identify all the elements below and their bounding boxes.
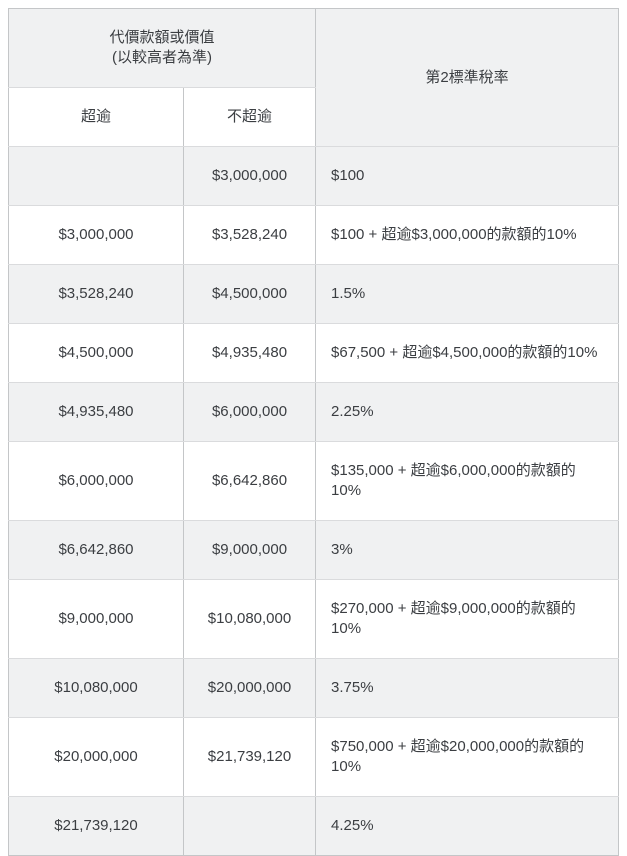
rate-cell: $750,000 + 超逾$20,000,000的款額的 10% bbox=[315, 717, 620, 797]
exceeds-amount-cell: $3,528,240 bbox=[8, 264, 184, 324]
table-row: $3,000,000 $3,528,240 $100 + 超逾$3,000,000的… bbox=[8, 205, 620, 265]
rate-cell: 2.25% bbox=[315, 382, 620, 442]
scale2-stamp-duty-rate-table: 代價款額或價值 (以較高者為準) 第2標準稅率 超逾 不超逾 $3,000,00… bbox=[7, 8, 620, 856]
consideration-header-cell: 代價款額或價值 (以較高者為準) bbox=[7, 8, 317, 88]
not-exceeds-amount-cell: $4,500,000 bbox=[182, 264, 317, 324]
consideration-title-line2: (以較高者為準) bbox=[112, 49, 212, 66]
table-row: $3,000,000 $100 bbox=[8, 146, 620, 206]
exceeds-amount-cell: $20,000,000 bbox=[8, 717, 184, 797]
exceeds-amount-cell: $21,739,120 bbox=[8, 796, 184, 856]
table-row: $10,080,000 $20,000,000 3.75% bbox=[8, 658, 620, 718]
not-exceeds-amount-cell: $3,000,000 bbox=[182, 146, 317, 206]
not-exceeds-amount-cell: $9,000,000 bbox=[182, 520, 317, 580]
table-row: $21,739,120 4.25% bbox=[8, 796, 620, 856]
exceeds-amount-cell: $4,935,480 bbox=[8, 382, 184, 442]
table-row: $3,528,240 $4,500,000 1.5% bbox=[8, 264, 620, 324]
not-exceeds-amount-cell: $20,000,000 bbox=[182, 658, 317, 718]
table-body: $3,000,000 $100 $3,000,000 $3,528,240 $100 +… bbox=[8, 146, 620, 856]
exceeds-header-cell: 超逾 bbox=[8, 87, 184, 147]
not-exceeds-amount-cell bbox=[182, 796, 317, 856]
rate-cell: 1.5% bbox=[315, 264, 620, 324]
rate-cell: $100 bbox=[315, 146, 620, 206]
table-row: $6,000,000 $6,642,860 $135,000 + 超逾$6,000,… bbox=[8, 441, 620, 521]
exceeds-amount-cell: $6,642,860 bbox=[8, 520, 184, 580]
rate-cell: $100 + 超逾$3,000,000的款額的10% bbox=[315, 205, 620, 265]
exceeds-amount-cell: $10,080,000 bbox=[8, 658, 184, 718]
not-exceeds-header-cell: 不超逾 bbox=[182, 87, 317, 147]
table-row: $6,642,860 $9,000,000 3% bbox=[8, 520, 620, 580]
not-exceeds-amount-cell: $6,000,000 bbox=[182, 382, 317, 442]
rate-cell: $270,000 + 超逾$9,000,000的款額的 10% bbox=[315, 579, 620, 659]
header-row-consideration: 代價款額或價值 (以較高者為準) 第2標準稅率 bbox=[7, 8, 620, 147]
rate-cell: 3% bbox=[315, 520, 620, 580]
exceeds-amount-cell: $6,000,000 bbox=[8, 441, 184, 521]
exceeds-amount-cell: $3,000,000 bbox=[8, 205, 184, 265]
table-header: 代價款額或價值 (以較高者為準) 第2標準稅率 超逾 不超逾 bbox=[7, 8, 620, 147]
not-exceeds-amount-cell: $21,739,120 bbox=[182, 717, 317, 797]
header-row-bounds: 超逾 不超逾 bbox=[8, 87, 619, 147]
rate-cell: $135,000 + 超逾$6,000,000的款額的 10% bbox=[315, 441, 620, 521]
not-exceeds-amount-cell: $10,080,000 bbox=[182, 579, 317, 659]
rate-header-cell: 第2標準稅率 bbox=[315, 8, 620, 147]
exceeds-amount-cell bbox=[8, 146, 184, 206]
table-row: $4,935,480 $6,000,000 2.25% bbox=[8, 382, 620, 442]
not-exceeds-amount-cell: $6,642,860 bbox=[182, 441, 317, 521]
exceeds-amount-cell: $4,500,000 bbox=[8, 323, 184, 383]
table-row: $20,000,000 $21,739,120 $750,000 + 超逾$20,0… bbox=[8, 717, 620, 797]
rate-cell: 4.25% bbox=[315, 796, 620, 856]
rate-cell: $67,500 + 超逾$4,500,000的款額的10% bbox=[315, 323, 620, 383]
consideration-title-line1: 代價款額或價值 bbox=[109, 29, 215, 46]
rate-cell: 3.75% bbox=[315, 658, 620, 718]
table-row: $9,000,000 $10,080,000 $270,000 + 超逾$9,000… bbox=[8, 579, 620, 659]
exceeds-amount-cell: $9,000,000 bbox=[8, 579, 184, 659]
not-exceeds-amount-cell: $3,528,240 bbox=[182, 205, 317, 265]
table-row: $4,500,000 $4,935,480 $67,500 + 超逾$4,500,0… bbox=[8, 323, 620, 383]
not-exceeds-amount-cell: $4,935,480 bbox=[182, 323, 317, 383]
